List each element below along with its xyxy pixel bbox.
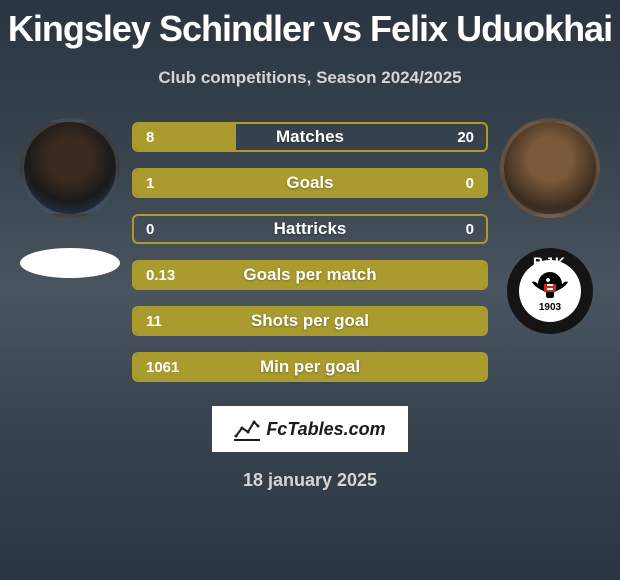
club-year: 1903 — [539, 302, 561, 313]
bar-value-left: 1061 — [146, 359, 179, 376]
content: Kingsley Schindler vs Felix Uduokhai Clu… — [0, 0, 620, 580]
date: 18 january 2025 — [243, 470, 377, 491]
left-side — [16, 118, 124, 278]
stat-bar: 11 Shots per goal — [132, 306, 488, 336]
title: Kingsley Schindler vs Felix Uduokhai — [8, 8, 612, 50]
bar-value-right: 0 — [466, 175, 474, 192]
player-left-club-badge — [20, 248, 120, 278]
stat-bar: 0.13 Goals per match — [132, 260, 488, 290]
bar-value-right: 0 — [466, 221, 474, 238]
stat-bars: 8 Matches 20 1 Goals 0 0 Hattricks 0 0.13 Goals pe… — [132, 118, 488, 382]
bar-value-left: 0 — [146, 221, 154, 238]
bar-value-left: 11 — [146, 313, 162, 330]
player-right-club-badge: BJK 1903 — [507, 248, 593, 334]
main-row: 8 Matches 20 1 Goals 0 0 Hattricks 0 0.13 Goals pe… — [0, 118, 620, 382]
eagle-icon — [528, 270, 572, 300]
right-side: BJK 1903 — [496, 118, 604, 334]
stat-bar: 1 Goals 0 — [132, 168, 488, 198]
chart-icon — [234, 416, 260, 442]
bar-label: Hattricks — [274, 219, 347, 239]
infographic-container: Kingsley Schindler vs Felix Uduokhai Clu… — [0, 0, 620, 580]
bar-label: Matches — [276, 127, 344, 147]
bar-value-left: 0.13 — [146, 267, 175, 284]
bar-label: Shots per goal — [251, 311, 369, 331]
bar-value-right: 20 — [457, 129, 474, 146]
stat-bar: 1061 Min per goal — [132, 352, 488, 382]
bar-label: Goals — [286, 173, 333, 193]
subtitle: Club competitions, Season 2024/2025 — [158, 68, 461, 88]
fctables-text: FcTables.com — [266, 419, 385, 440]
player-right-avatar — [500, 118, 600, 218]
bar-value-left: 8 — [146, 129, 154, 146]
stat-bar: 8 Matches 20 — [132, 122, 488, 152]
stat-bar: 0 Hattricks 0 — [132, 214, 488, 244]
bar-value-left: 1 — [146, 175, 154, 192]
bar-label: Goals per match — [243, 265, 376, 285]
bar-label: Min per goal — [260, 357, 360, 377]
club-badge-inner: 1903 — [519, 260, 581, 322]
player-left-avatar — [20, 118, 120, 218]
fctables-badge: FcTables.com — [212, 406, 408, 452]
